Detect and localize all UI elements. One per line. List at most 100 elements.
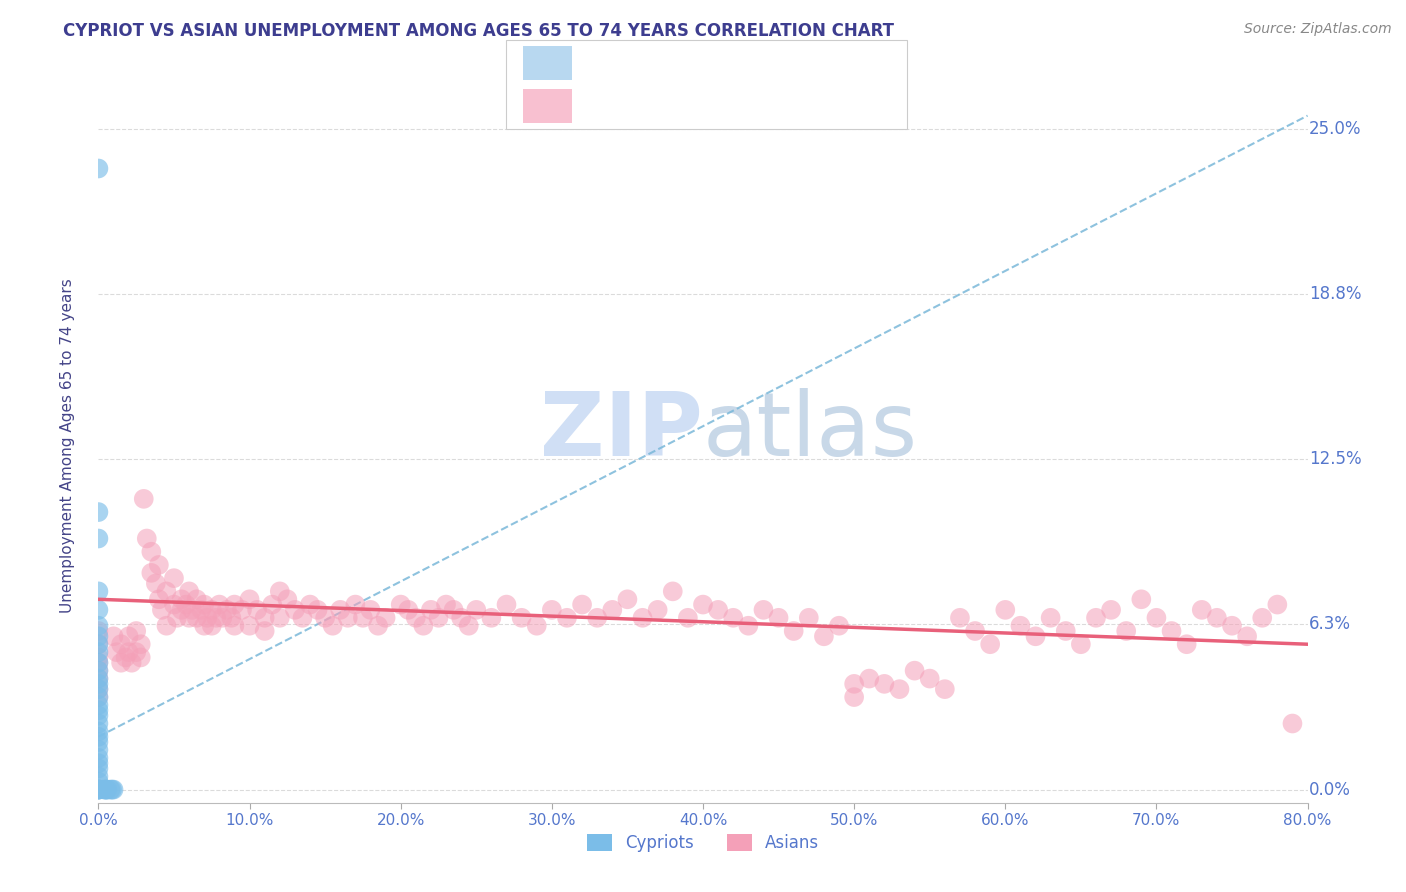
Point <box>291 611 314 625</box>
Point <box>174 598 197 612</box>
Point <box>87 751 110 765</box>
Point <box>87 782 110 797</box>
Point <box>125 645 148 659</box>
Text: N =  39: N = 39 <box>762 54 825 72</box>
Point <box>155 584 177 599</box>
Text: Source: ZipAtlas.com: Source: ZipAtlas.com <box>1244 22 1392 37</box>
Point <box>1144 611 1167 625</box>
Point <box>889 682 911 697</box>
Point <box>858 672 880 686</box>
Point <box>211 611 233 625</box>
Point <box>239 592 262 607</box>
Point <box>329 603 352 617</box>
Point <box>163 571 186 585</box>
Point <box>170 592 193 607</box>
Point <box>221 611 243 625</box>
Point <box>87 637 110 651</box>
Point <box>205 611 228 625</box>
Point <box>336 611 359 625</box>
Point <box>269 611 291 625</box>
Point <box>412 618 434 632</box>
Point <box>405 611 427 625</box>
Point <box>322 618 344 632</box>
Point <box>844 677 866 691</box>
Point <box>540 603 562 617</box>
Point <box>396 603 419 617</box>
Point <box>186 592 208 607</box>
Point <box>186 611 208 625</box>
Point <box>1191 603 1213 617</box>
Point <box>87 782 110 797</box>
Point <box>602 603 624 617</box>
Point <box>87 650 110 665</box>
Point <box>269 584 291 599</box>
Point <box>87 698 110 712</box>
Point <box>510 611 533 625</box>
Point <box>360 603 382 617</box>
Point <box>481 611 503 625</box>
Text: N = 139: N = 139 <box>762 97 831 115</box>
Point <box>87 756 110 771</box>
Point <box>994 603 1017 617</box>
Point <box>979 637 1001 651</box>
Point <box>87 774 110 789</box>
Point <box>201 618 224 632</box>
Point <box>231 603 253 617</box>
Point <box>87 664 110 678</box>
Point <box>179 611 201 625</box>
Point <box>224 598 246 612</box>
Point <box>813 629 835 643</box>
Point <box>768 611 790 625</box>
Point <box>87 664 110 678</box>
Point <box>239 618 262 632</box>
Point <box>100 782 122 797</box>
Text: atlas: atlas <box>703 388 918 475</box>
Point <box>195 611 218 625</box>
Point <box>129 637 152 651</box>
Point <box>631 611 654 625</box>
Point <box>571 598 593 612</box>
Point <box>965 624 987 638</box>
Point <box>87 690 110 704</box>
Text: 25.0%: 25.0% <box>1309 120 1361 138</box>
Point <box>114 650 136 665</box>
Point <box>389 598 412 612</box>
Point <box>170 603 193 617</box>
Point <box>125 624 148 638</box>
Point <box>1024 629 1046 643</box>
Point <box>87 769 110 783</box>
Point <box>87 618 110 632</box>
Point <box>465 603 488 617</box>
Point <box>1099 603 1122 617</box>
Point <box>352 611 374 625</box>
Point <box>148 558 170 572</box>
Point <box>163 598 186 612</box>
Point <box>647 603 669 617</box>
Point <box>262 598 284 612</box>
Point <box>193 598 215 612</box>
Point <box>374 611 396 625</box>
Point <box>434 598 457 612</box>
Point <box>427 611 450 625</box>
Point <box>87 703 110 717</box>
Text: ZIP: ZIP <box>540 388 703 475</box>
Point <box>87 690 110 704</box>
Point <box>299 598 322 612</box>
Point <box>141 545 163 559</box>
Point <box>87 505 110 519</box>
Point <box>253 624 276 638</box>
Point <box>87 682 110 697</box>
Point <box>555 611 578 625</box>
Point <box>676 611 699 625</box>
Point <box>904 664 927 678</box>
Point <box>1010 618 1032 632</box>
Point <box>155 618 177 632</box>
Text: 0.0%: 0.0% <box>1309 780 1351 798</box>
Point <box>420 603 443 617</box>
Point <box>87 629 110 643</box>
Y-axis label: Unemployment Among Ages 65 to 74 years: Unemployment Among Ages 65 to 74 years <box>60 278 75 614</box>
Point <box>87 716 110 731</box>
Text: 6.3%: 6.3% <box>1309 615 1351 633</box>
Point <box>87 637 110 651</box>
Legend: Cypriots, Asians: Cypriots, Asians <box>579 827 827 859</box>
